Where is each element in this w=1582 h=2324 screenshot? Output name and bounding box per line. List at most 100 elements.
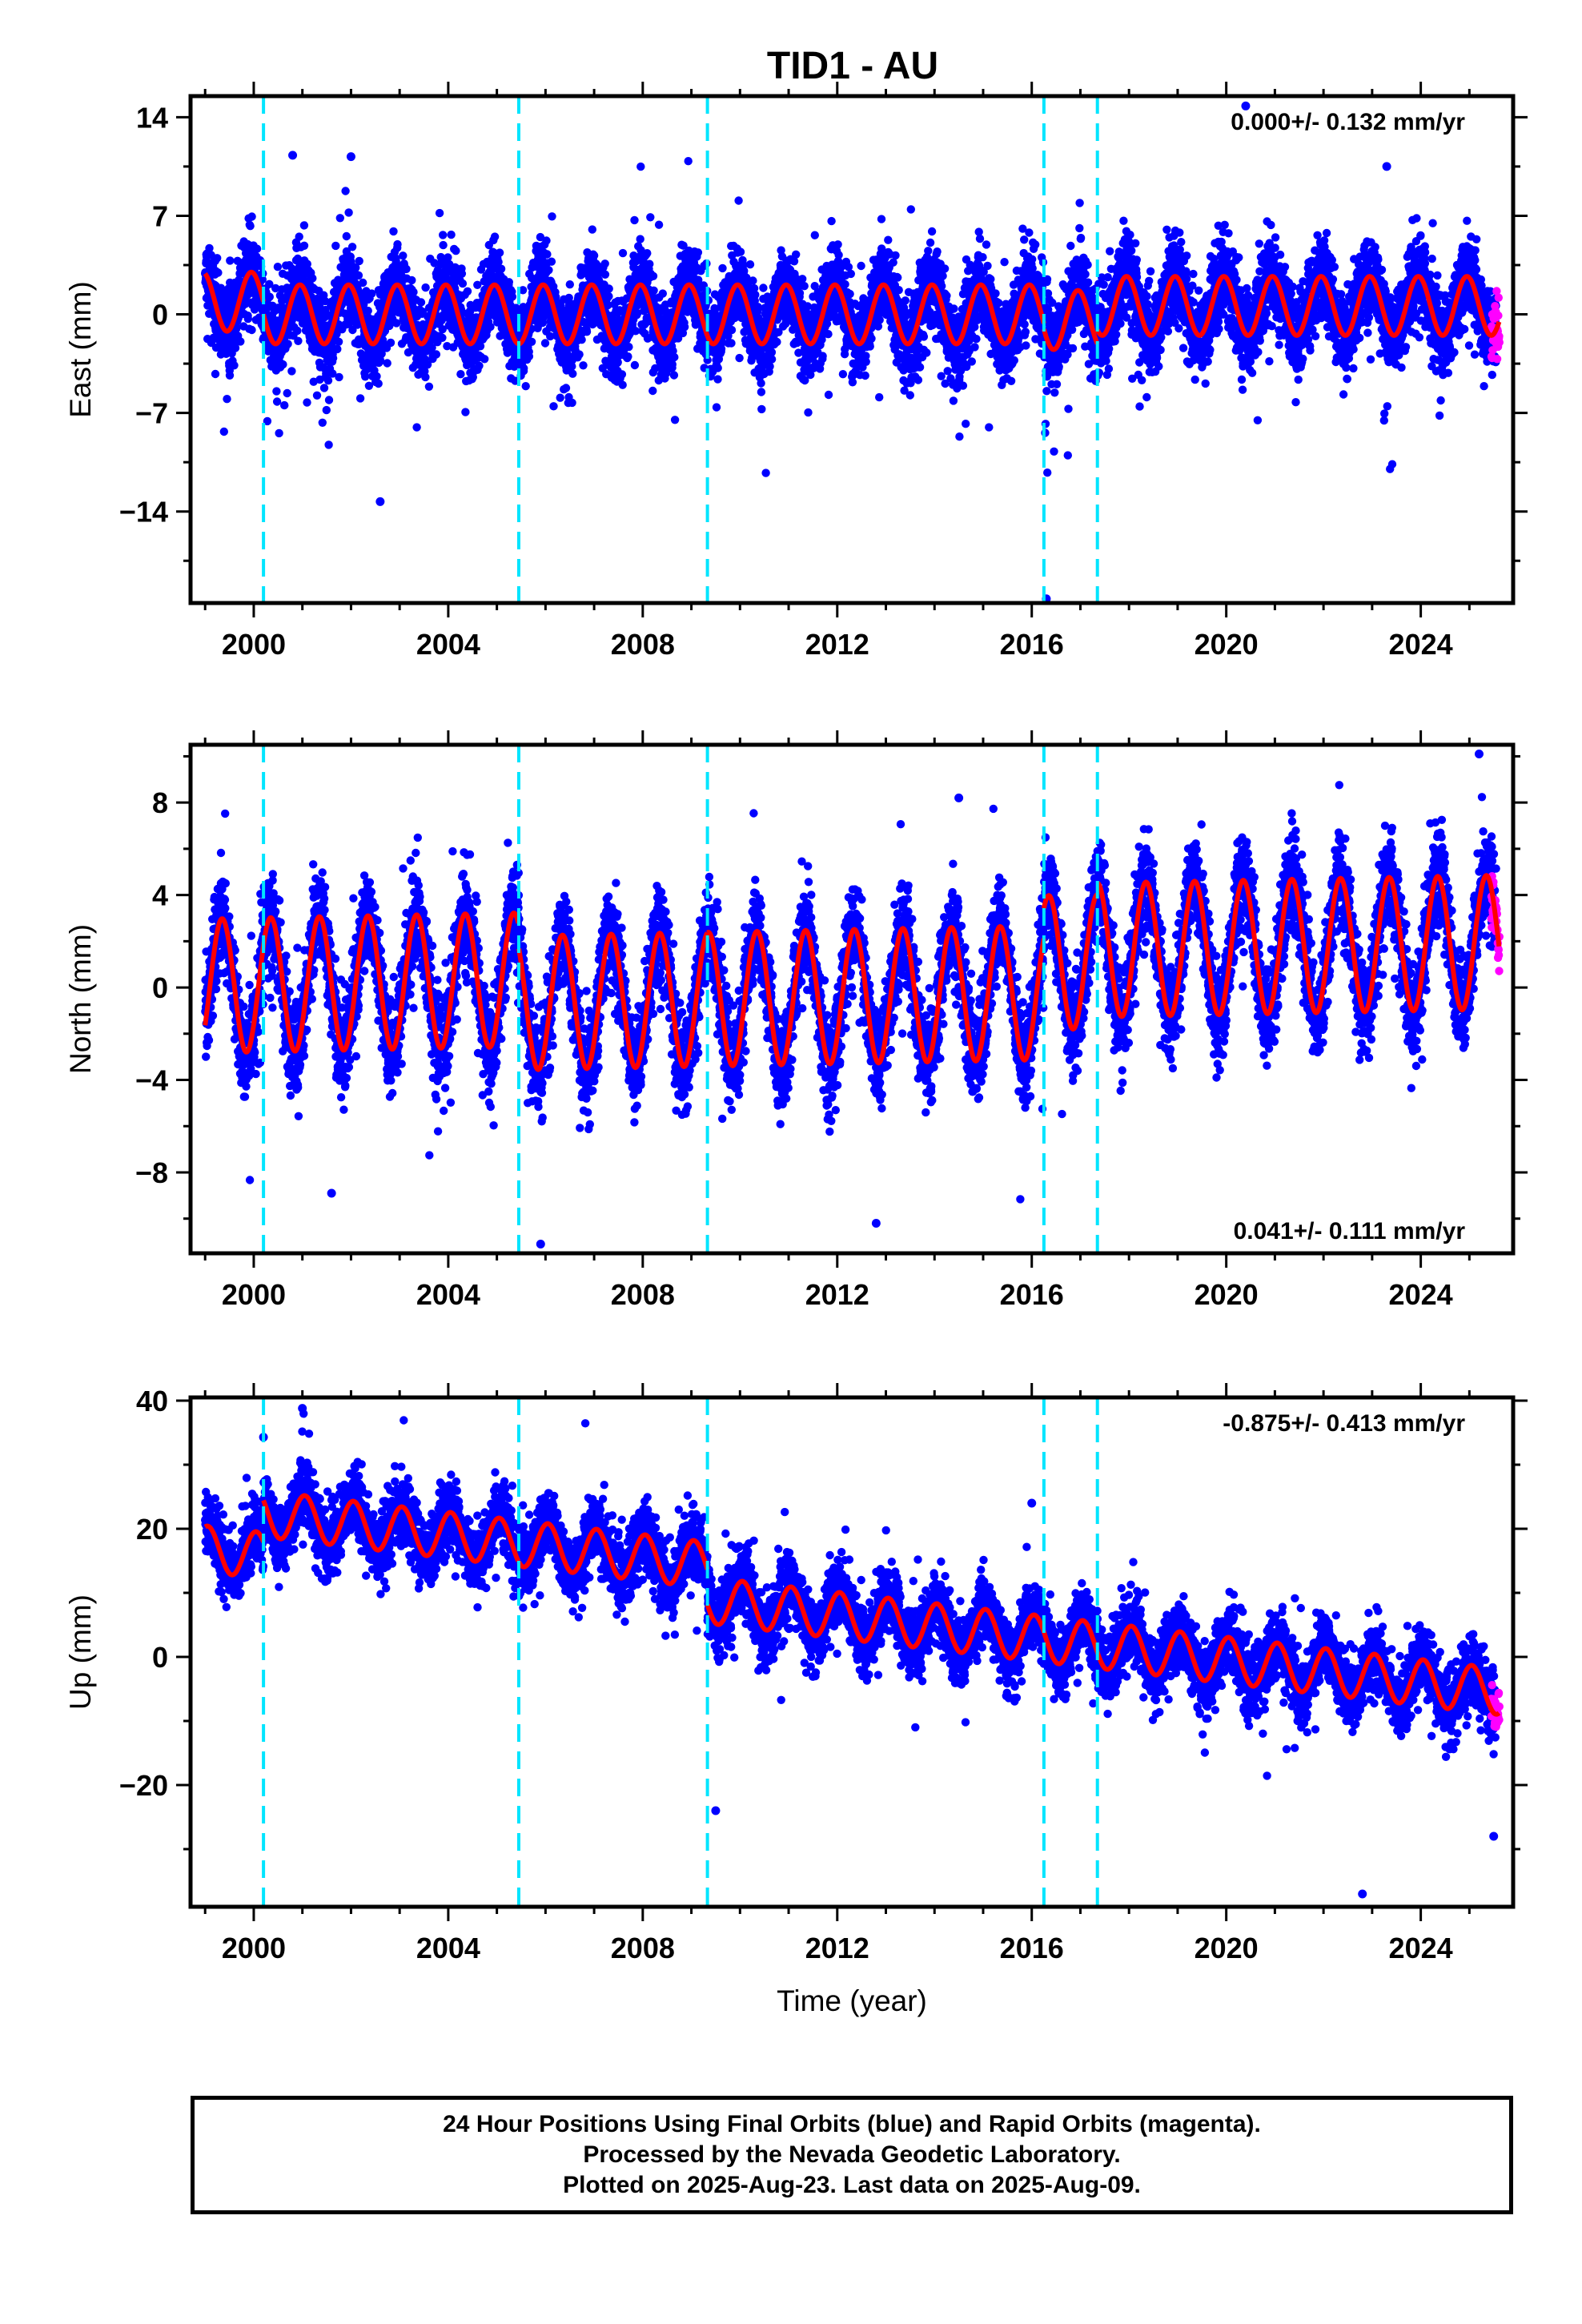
final-orbit-point (761, 468, 770, 477)
final-orbit-point (320, 296, 330, 306)
final-orbit-point (713, 375, 722, 384)
final-orbit-point (280, 400, 289, 410)
east-final-orbit-points (201, 101, 1500, 603)
east-plot-area (201, 101, 1504, 603)
final-orbit-point (252, 244, 262, 253)
final-orbit-point (810, 231, 819, 239)
final-orbit-point (303, 398, 311, 407)
final-orbit-point (568, 369, 577, 378)
final-orbit-point (389, 227, 398, 236)
final-orbit-point (861, 357, 870, 366)
final-orbit-point (827, 216, 836, 226)
final-orbit-point (838, 370, 848, 379)
final-orbit-point (376, 356, 385, 365)
final-orbit-point (556, 393, 564, 402)
final-orbit-point (439, 240, 448, 250)
final-orbit-point (624, 343, 633, 352)
final-orbit-point (293, 326, 302, 336)
final-orbit-point (299, 221, 309, 230)
final-orbit-point (331, 241, 340, 251)
final-orbit-point (684, 157, 693, 166)
final-orbit-point (364, 381, 374, 390)
final-orbit-point (875, 316, 884, 324)
final-orbit-point (250, 305, 259, 314)
final-orbit-point (367, 289, 376, 298)
final-orbit-point (480, 355, 489, 364)
final-orbit-point (712, 403, 721, 412)
final-orbit-point (322, 405, 331, 415)
final-orbit-point (604, 284, 613, 293)
final-orbit-point (693, 248, 703, 257)
final-orbit-point (527, 337, 536, 346)
final-orbit-point (279, 360, 287, 369)
final-orbit-point (205, 243, 214, 253)
final-orbit-point (223, 395, 231, 404)
final-orbit-point (922, 348, 931, 357)
final-orbit-point (727, 325, 737, 335)
final-orbit-point (496, 264, 506, 273)
final-orbit-point (867, 334, 876, 343)
final-orbit-point (521, 382, 530, 391)
final-orbit-point (243, 314, 252, 324)
final-orbit-point (335, 372, 343, 382)
final-orbit-point (508, 292, 517, 301)
final-orbit-point (800, 282, 809, 291)
final-orbit-point (889, 258, 897, 267)
final-orbit-point (915, 363, 925, 372)
final-orbit-point (231, 344, 240, 352)
final-orbit-point (308, 274, 317, 283)
final-orbit-point (875, 392, 884, 402)
final-orbit-point (543, 250, 552, 259)
final-orbit-point (272, 387, 281, 396)
final-orbit-point (540, 339, 550, 348)
final-orbit-point (428, 343, 436, 352)
final-orbit-point (351, 263, 360, 272)
final-orbit-point (318, 418, 327, 427)
final-orbit-point (275, 428, 283, 438)
final-orbit-point (386, 338, 396, 348)
final-orbit-point (324, 440, 333, 449)
final-orbit-point (645, 259, 654, 268)
final-orbit-point (542, 236, 551, 245)
final-orbit-point (613, 358, 622, 367)
final-orbit-point (377, 349, 386, 358)
final-orbit-point (341, 187, 350, 195)
final-orbit-point (334, 337, 343, 346)
final-orbit-point (283, 340, 292, 348)
final-orbit-point (891, 251, 900, 260)
final-orbit-point (359, 278, 367, 287)
final-orbit-point (600, 259, 609, 268)
final-orbit-point (323, 376, 333, 385)
final-orbit-point (713, 364, 722, 372)
final-orbit-point (913, 376, 923, 384)
final-orbit-point (765, 362, 774, 371)
final-orbit-point (211, 369, 220, 379)
final-orbit-point (549, 402, 558, 411)
final-orbit-point (565, 280, 574, 289)
final-orbit-point (547, 257, 556, 266)
final-orbit-point (924, 247, 933, 255)
final-orbit-point (520, 364, 528, 373)
final-orbit-point (544, 266, 553, 275)
final-orbit-point (265, 292, 274, 301)
final-orbit-point (568, 398, 576, 408)
final-orbit-point (319, 384, 329, 392)
final-orbit-point (630, 215, 639, 225)
final-orbit-point (475, 361, 484, 370)
final-orbit-point (432, 350, 441, 359)
final-orbit-point (524, 352, 534, 361)
final-orbit-point (273, 263, 283, 271)
final-orbit-point (636, 162, 645, 171)
chart-title: TID1 - AU (767, 45, 938, 87)
final-orbit-point (767, 355, 777, 364)
final-orbit-point (392, 319, 401, 328)
final-orbit-point (600, 270, 610, 279)
final-orbit-point (247, 325, 256, 335)
final-orbit-point (718, 263, 727, 273)
final-orbit-point (734, 196, 743, 205)
final-orbit-point (841, 279, 849, 289)
final-orbit-point (824, 390, 833, 400)
final-orbit-point (409, 287, 418, 296)
final-orbit-point (727, 339, 736, 348)
final-orbit-point (658, 289, 667, 298)
